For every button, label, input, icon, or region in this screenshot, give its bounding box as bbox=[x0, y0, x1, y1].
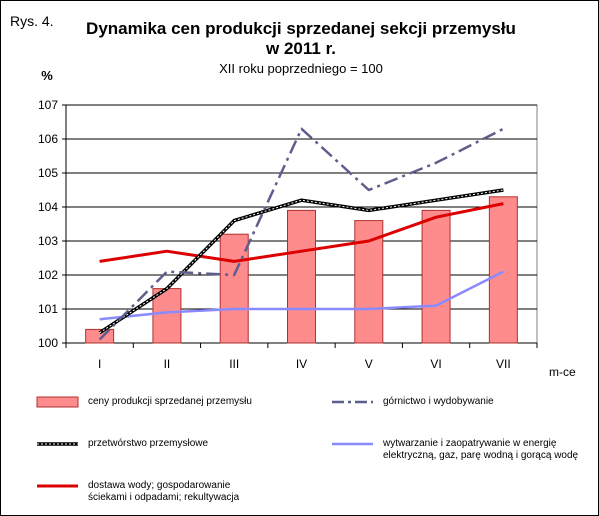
chart-title-line1: Dynamika cen produkcji sprzedanej sekcji… bbox=[86, 19, 516, 38]
bar bbox=[421, 209, 451, 344]
x-tick-label: VII bbox=[496, 357, 511, 371]
y-tick-label: 101 bbox=[38, 302, 58, 316]
series-line-wytwarzanie bbox=[99, 270, 504, 321]
y-tick-label: 102 bbox=[38, 268, 58, 282]
legend-item-bars: ceny produkcji sprzedanej przemysłu bbox=[36, 396, 252, 408]
y-tick-label: 104 bbox=[38, 200, 58, 214]
x-tick-label: I bbox=[98, 357, 101, 371]
x-tick-label: VI bbox=[430, 357, 441, 371]
legend-swatch-przetworstwo bbox=[37, 442, 78, 446]
x-tick-label: V bbox=[365, 357, 373, 371]
legend-label-dostawa-line1: dostawa wody; gospodarowanie bbox=[88, 480, 231, 491]
y-tick-label: 103 bbox=[38, 234, 58, 248]
x-axis-label: m-ce bbox=[549, 365, 576, 379]
legend-swatch-dostawa bbox=[37, 484, 78, 488]
chart-title-line2: w 2011 r. bbox=[266, 39, 336, 58]
figure-label: Rys. 4. bbox=[10, 13, 54, 29]
series-line-przetworstwo-pattern bbox=[99, 189, 504, 334]
series-line-gornictwo bbox=[98, 127, 504, 341]
y-tick-label: 105 bbox=[38, 166, 58, 180]
y-tick-label: 106 bbox=[38, 132, 58, 146]
series-line-dostawa bbox=[99, 202, 504, 263]
bar bbox=[219, 233, 249, 344]
y-tick-label: 107 bbox=[38, 98, 58, 112]
legend-item-wytwarzanie: wytwarzanie i zaopatrywanie w energię el… bbox=[331, 438, 578, 462]
legend-label-przetworstwo: przetwórstwo przemysłowe bbox=[88, 438, 209, 449]
legend-swatch-bars bbox=[36, 396, 79, 408]
legend-label-wytwarzanie-line1: wytwarzanie i zaopatrywanie w energię bbox=[383, 438, 557, 449]
bar bbox=[488, 196, 518, 344]
legend-item-dostawa: dostawa wody; gospodarowanie ściekami i … bbox=[36, 480, 239, 504]
chart-subtitle: XII roku poprzedniego = 100 bbox=[219, 61, 383, 76]
legend-label-gornictwo: górnictwo i wydobywanie bbox=[383, 396, 494, 407]
bar bbox=[287, 209, 316, 344]
x-tick-label: II bbox=[164, 357, 171, 371]
x-tick-label: IV bbox=[296, 357, 307, 371]
y-axis-label: % bbox=[41, 68, 53, 83]
y-tick-label: 100 bbox=[38, 336, 58, 350]
legend-item-przetworstwo: przetwórstwo przemysłowe bbox=[36, 438, 208, 450]
legend-item-gornictwo: górnictwo i wydobywanie bbox=[331, 396, 494, 408]
x-tick-label: III bbox=[229, 357, 239, 371]
bar bbox=[152, 288, 182, 344]
legend-swatch-wytwarzanie bbox=[332, 442, 373, 446]
legend-label-dostawa-line2: ściekami i odpadami; rekultywacja bbox=[88, 492, 240, 503]
legend-label-wytwarzanie-line2: elektryczną, gaz, parę wodną i gorącą wo… bbox=[383, 450, 579, 461]
legend-label-bars: ceny produkcji sprzedanej przemysłu bbox=[88, 396, 252, 407]
legend-swatch-gornictwo bbox=[332, 400, 373, 404]
